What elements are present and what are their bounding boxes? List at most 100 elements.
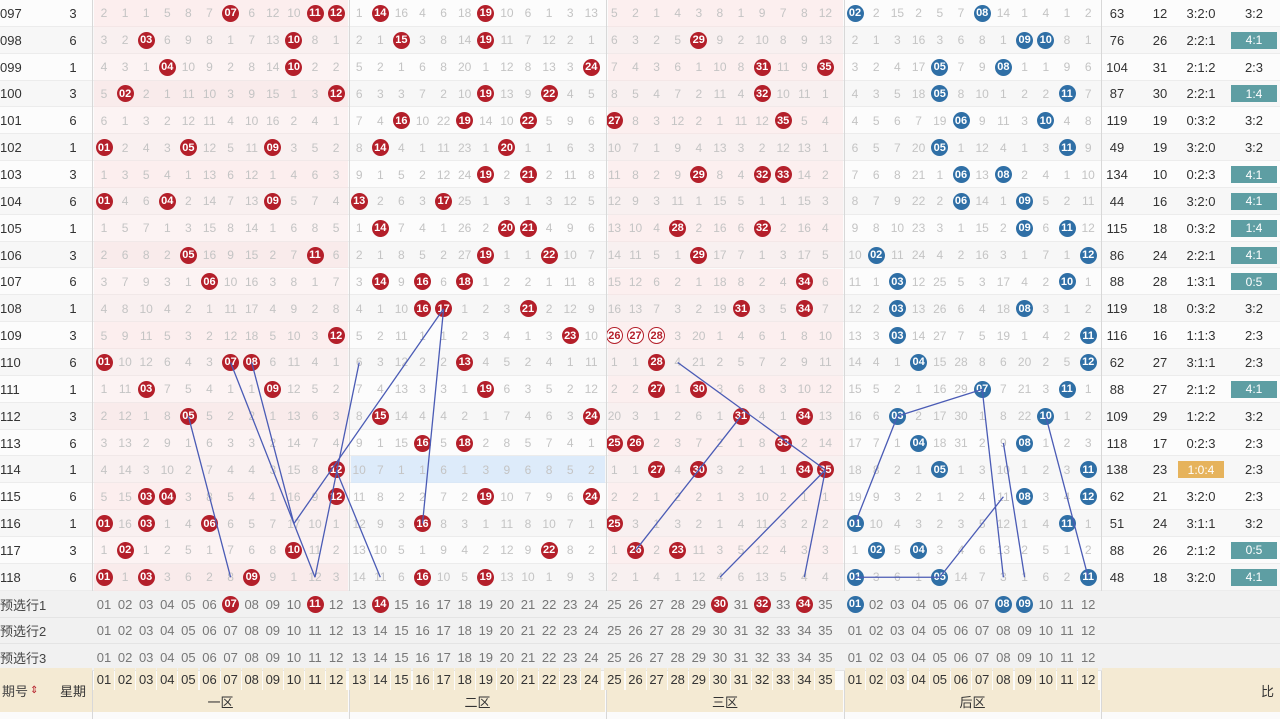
preselect-red-cell[interactable]: 21 [518,618,538,645]
preselect-red-cell[interactable]: 13 [349,644,369,671]
preselect-blue-cell[interactable]: 06 [951,591,971,618]
preselect-red-cell[interactable]: 16 [413,618,433,645]
preselect-red-cell[interactable]: 15 [391,618,411,645]
preselect-blue-cell[interactable]: 11 [1057,591,1077,618]
preselect-red-cell[interactable]: 05 [178,644,198,671]
preselect-red-cell[interactable]: 17 [434,618,454,645]
preselect-blue-cell[interactable]: 12 [1078,644,1098,671]
preselect-red-cell[interactable]: 09 [263,591,283,618]
preselect-red-cell[interactable]: 14 [370,644,390,671]
preselect-red-cell[interactable]: 07 [221,591,241,618]
preselect-row[interactable] [0,617,1280,645]
preselect-blue-cell[interactable]: 10 [1036,644,1056,671]
preselect-red-cell[interactable]: 34 [794,591,814,618]
preselect-red-cell[interactable]: 35 [815,644,835,671]
preselect-red-cell[interactable]: 02 [115,618,135,645]
preselect-red-cell[interactable]: 24 [581,618,601,645]
preselect-red-cell[interactable]: 05 [178,618,198,645]
preselect-red-cell[interactable]: 09 [263,644,283,671]
preselect-red-cell[interactable]: 12 [326,618,346,645]
preselect-red-cell[interactable]: 03 [136,618,156,645]
preselect-red-cell[interactable]: 10 [284,644,304,671]
preselect-red-cell[interactable]: 04 [157,591,177,618]
preselect-red-cell[interactable]: 07 [221,618,241,645]
preselect-red-cell[interactable]: 11 [305,618,325,645]
preselect-blue-cell[interactable]: 08 [993,618,1013,645]
preselect-blue-cell[interactable]: 06 [951,644,971,671]
preselect-red-cell[interactable]: 18 [455,591,475,618]
preselect-red-cell[interactable]: 34 [794,618,814,645]
preselect-red-cell[interactable]: 27 [647,644,667,671]
preselect-red-cell[interactable]: 24 [581,591,601,618]
preselect-blue-cell[interactable]: 08 [993,591,1013,618]
preselect-red-cell[interactable]: 25 [604,618,624,645]
preselect-red-cell[interactable]: 19 [476,591,496,618]
preselect-blue-cell[interactable]: 01 [845,644,865,671]
preselect-blue-cell[interactable]: 12 [1078,618,1098,645]
preselect-red-cell[interactable]: 17 [434,591,454,618]
preselect-blue-cell[interactable]: 10 [1036,618,1056,645]
preselect-red-cell[interactable]: 34 [794,644,814,671]
preselect-red-cell[interactable]: 29 [689,618,709,645]
preselect-red-cell[interactable]: 25 [604,644,624,671]
preselect-red-cell[interactable]: 32 [752,591,772,618]
preselect-red-cell[interactable]: 13 [349,618,369,645]
preselect-blue-cell[interactable]: 02 [866,618,886,645]
preselect-red-cell[interactable]: 20 [497,618,517,645]
preselect-red-cell[interactable]: 06 [200,644,220,671]
preselect-blue-cell[interactable]: 04 [909,591,929,618]
preselect-red-cell[interactable]: 04 [157,618,177,645]
preselect-red-cell[interactable]: 06 [200,618,220,645]
preselect-blue-cell[interactable]: 03 [887,591,907,618]
preselect-blue-cell[interactable]: 07 [972,644,992,671]
preselect-blue-cell[interactable]: 06 [951,618,971,645]
preselect-red-cell[interactable]: 28 [668,644,688,671]
preselect-red-cell[interactable]: 02 [115,644,135,671]
preselect-red-cell[interactable]: 07 [221,644,241,671]
preselect-blue-cell[interactable]: 02 [866,591,886,618]
preselect-red-cell[interactable]: 25 [604,591,624,618]
preselect-red-cell[interactable]: 02 [115,591,135,618]
preselect-blue-cell[interactable]: 04 [909,618,929,645]
preselect-red-cell[interactable]: 14 [370,618,390,645]
preselect-red-cell[interactable]: 08 [242,591,262,618]
preselect-red-cell[interactable]: 19 [476,644,496,671]
preselect-blue-cell[interactable]: 12 [1078,591,1098,618]
preselect-red-cell[interactable]: 16 [413,591,433,618]
preselect-red-cell[interactable]: 03 [136,591,156,618]
preselect-red-cell[interactable]: 30 [710,644,730,671]
preselect-red-cell[interactable]: 01 [94,644,114,671]
preselect-red-cell[interactable]: 04 [157,644,177,671]
preselect-red-cell[interactable]: 31 [731,644,751,671]
preselect-red-cell[interactable]: 10 [284,591,304,618]
preselect-red-cell[interactable]: 11 [305,644,325,671]
preselect-red-cell[interactable]: 08 [242,644,262,671]
preselect-red-cell[interactable]: 21 [518,644,538,671]
preselect-red-cell[interactable]: 12 [326,591,346,618]
preselect-red-cell[interactable]: 15 [391,591,411,618]
preselect-red-cell[interactable]: 32 [752,618,772,645]
preselect-red-cell[interactable]: 03 [136,644,156,671]
preselect-red-cell[interactable]: 27 [647,618,667,645]
preselect-blue-cell[interactable]: 09 [1015,591,1035,618]
preselect-red-cell[interactable]: 01 [94,618,114,645]
preselect-red-cell[interactable]: 33 [773,644,793,671]
preselect-red-cell[interactable]: 08 [242,618,262,645]
preselect-blue-cell[interactable]: 11 [1057,618,1077,645]
preselect-blue-cell[interactable]: 07 [972,591,992,618]
preselect-blue-cell[interactable]: 09 [1015,644,1035,671]
preselect-red-cell[interactable]: 29 [689,591,709,618]
preselect-red-cell[interactable]: 19 [476,618,496,645]
preselect-red-cell[interactable]: 24 [581,644,601,671]
preselect-blue-cell[interactable]: 01 [845,591,865,618]
preselect-red-cell[interactable]: 32 [752,644,772,671]
preselect-row[interactable] [0,590,1280,618]
preselect-red-cell[interactable]: 01 [94,591,114,618]
preselect-blue-cell[interactable]: 01 [845,618,865,645]
preselect-red-cell[interactable]: 20 [497,591,517,618]
preselect-red-cell[interactable]: 10 [284,618,304,645]
preselect-blue-cell[interactable]: 09 [1015,618,1035,645]
preselect-blue-cell[interactable]: 10 [1036,591,1056,618]
preselect-red-cell[interactable]: 21 [518,591,538,618]
preselect-red-cell[interactable]: 33 [773,591,793,618]
